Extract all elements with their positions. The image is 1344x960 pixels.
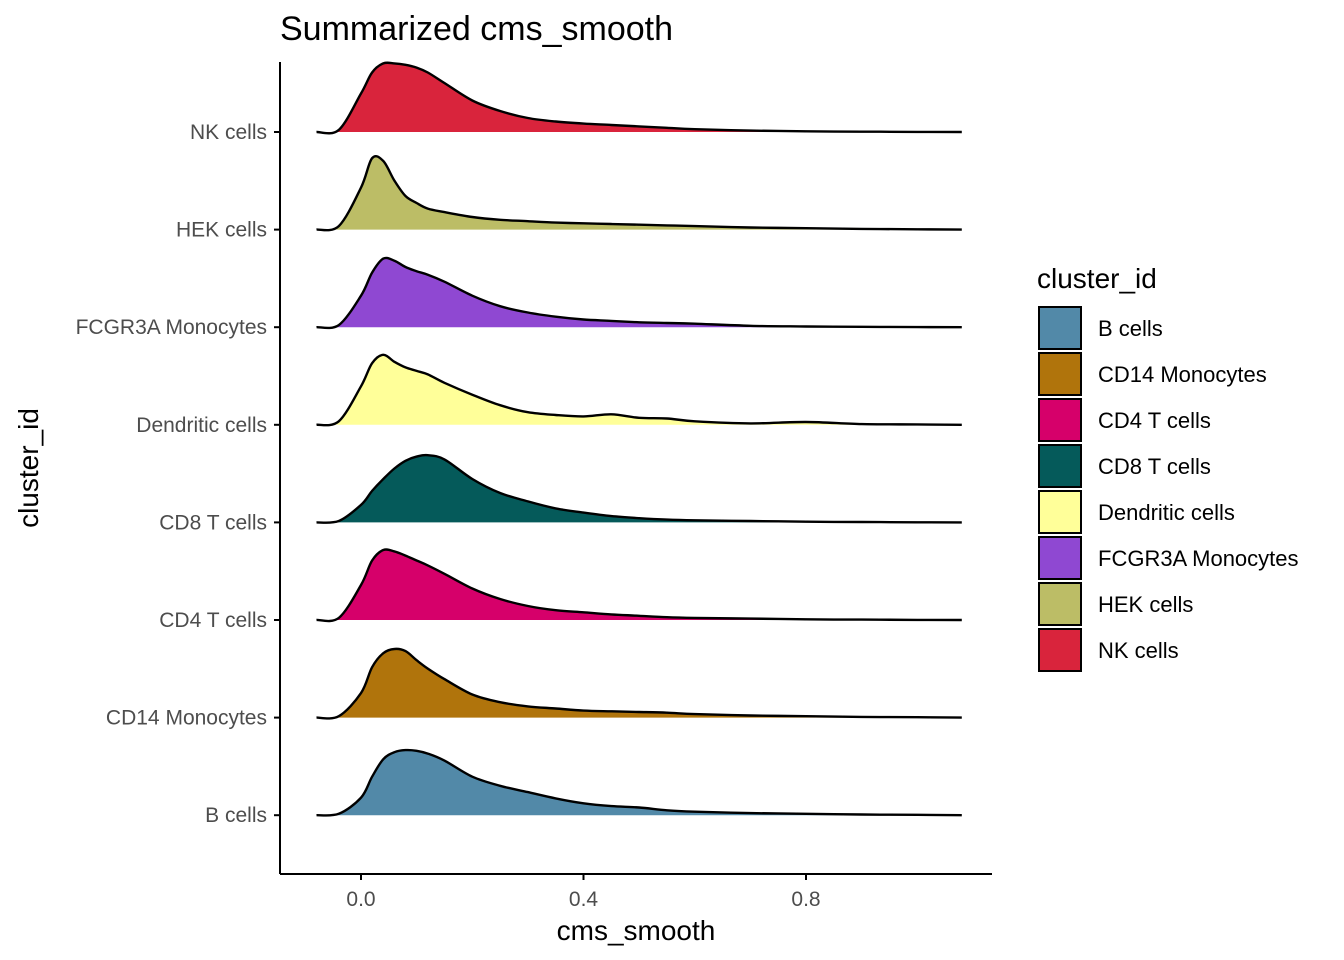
- legend-title: cluster_id: [1037, 263, 1157, 294]
- ridge-area-cd8-t-cells: [316, 455, 962, 523]
- x-axis-title: cms_smooth: [557, 915, 716, 946]
- ridge-area-nk-cells: [316, 62, 962, 134]
- legend-label-cd14-monocytes: CD14 Monocytes: [1098, 362, 1267, 387]
- ridge-line-b-cells: [316, 748, 962, 817]
- ridge-line-cd8-t-cells: [316, 453, 962, 524]
- x-axis: 0.0 0.4 0.8: [280, 873, 992, 911]
- legend-key-cd8-t-cells: [1038, 444, 1082, 488]
- y-tick-label-cd8-t-cells: CD8 T cells: [159, 511, 267, 534]
- legend-key-cd14-monocytes: [1038, 352, 1082, 396]
- legend-label-cd8-t-cells: CD8 T cells: [1098, 454, 1211, 479]
- legend-key-fcgr3a-monocytes: [1038, 536, 1082, 580]
- ridge-line-hek-cells: [316, 154, 962, 232]
- legend-key-nk-cells: [1038, 628, 1082, 672]
- y-tick-label-fcgr3a-monocytes: FCGR3A Monocytes: [76, 316, 267, 339]
- legend-label-nk-cells: NK cells: [1098, 638, 1179, 663]
- legend-label-dendritic-cells: Dendritic cells: [1098, 500, 1235, 525]
- ridge-area-b-cells: [316, 750, 962, 816]
- y-tick-label-hek-cells: HEK cells: [176, 219, 267, 242]
- ridge-line-dendritic-cells: [316, 353, 962, 427]
- legend-key-dendritic-cells: [1038, 490, 1082, 534]
- ridge-line-nk-cells: [316, 61, 962, 135]
- ridge-area-hek-cells: [316, 156, 962, 231]
- y-tick-label-cd4-t-cells: CD4 T cells: [159, 609, 267, 632]
- y-axis-title: cluster_id: [13, 408, 44, 528]
- ridge-line-fcgr3a-monocytes: [316, 256, 962, 330]
- legend-label-b-cells: B cells: [1098, 316, 1163, 341]
- x-tick-label: 0.8: [791, 888, 820, 911]
- legend: cluster_id B cells CD14 Monocytes CD4 T ce…: [1037, 263, 1299, 672]
- ridge-line-cd14-monocytes: [316, 647, 962, 720]
- x-tick-label: 0.4: [569, 888, 599, 911]
- ridge-area-cd4-t-cells: [316, 549, 962, 622]
- legend-label-hek-cells: HEK cells: [1098, 592, 1193, 617]
- legend-key-b-cells: [1038, 306, 1082, 350]
- legend-key-hek-cells: [1038, 582, 1082, 626]
- legend-key-cd4-t-cells: [1038, 398, 1082, 442]
- x-tick-label: 0.0: [346, 888, 375, 911]
- ridges-layer: [316, 61, 962, 817]
- ridge-area-fcgr3a-monocytes: [316, 257, 962, 328]
- legend-label-cd4-t-cells: CD4 T cells: [1098, 408, 1211, 433]
- ridge-area-cd14-monocytes: [316, 648, 962, 719]
- ridge-line-cd4-t-cells: [316, 548, 962, 623]
- y-tick-label-dendritic-cells: Dendritic cells: [136, 414, 267, 437]
- legend-label-fcgr3a-monocytes: FCGR3A Monocytes: [1098, 546, 1299, 571]
- y-tick-label-nk-cells: NK cells: [190, 121, 267, 144]
- legend-items: B cells CD14 Monocytes CD4 T cells CD8 T ce…: [1038, 306, 1299, 672]
- y-tick-label-b-cells: B cells: [205, 804, 267, 827]
- y-tick-label-cd14-monocytes: CD14 Monocytes: [106, 707, 267, 730]
- chart-title: Summarized cms_smooth: [280, 10, 673, 48]
- ridge-area-dendritic-cells: [316, 354, 962, 426]
- y-axis: NK cells HEK cells FCGR3A Monocytes Dendrit…: [76, 62, 281, 874]
